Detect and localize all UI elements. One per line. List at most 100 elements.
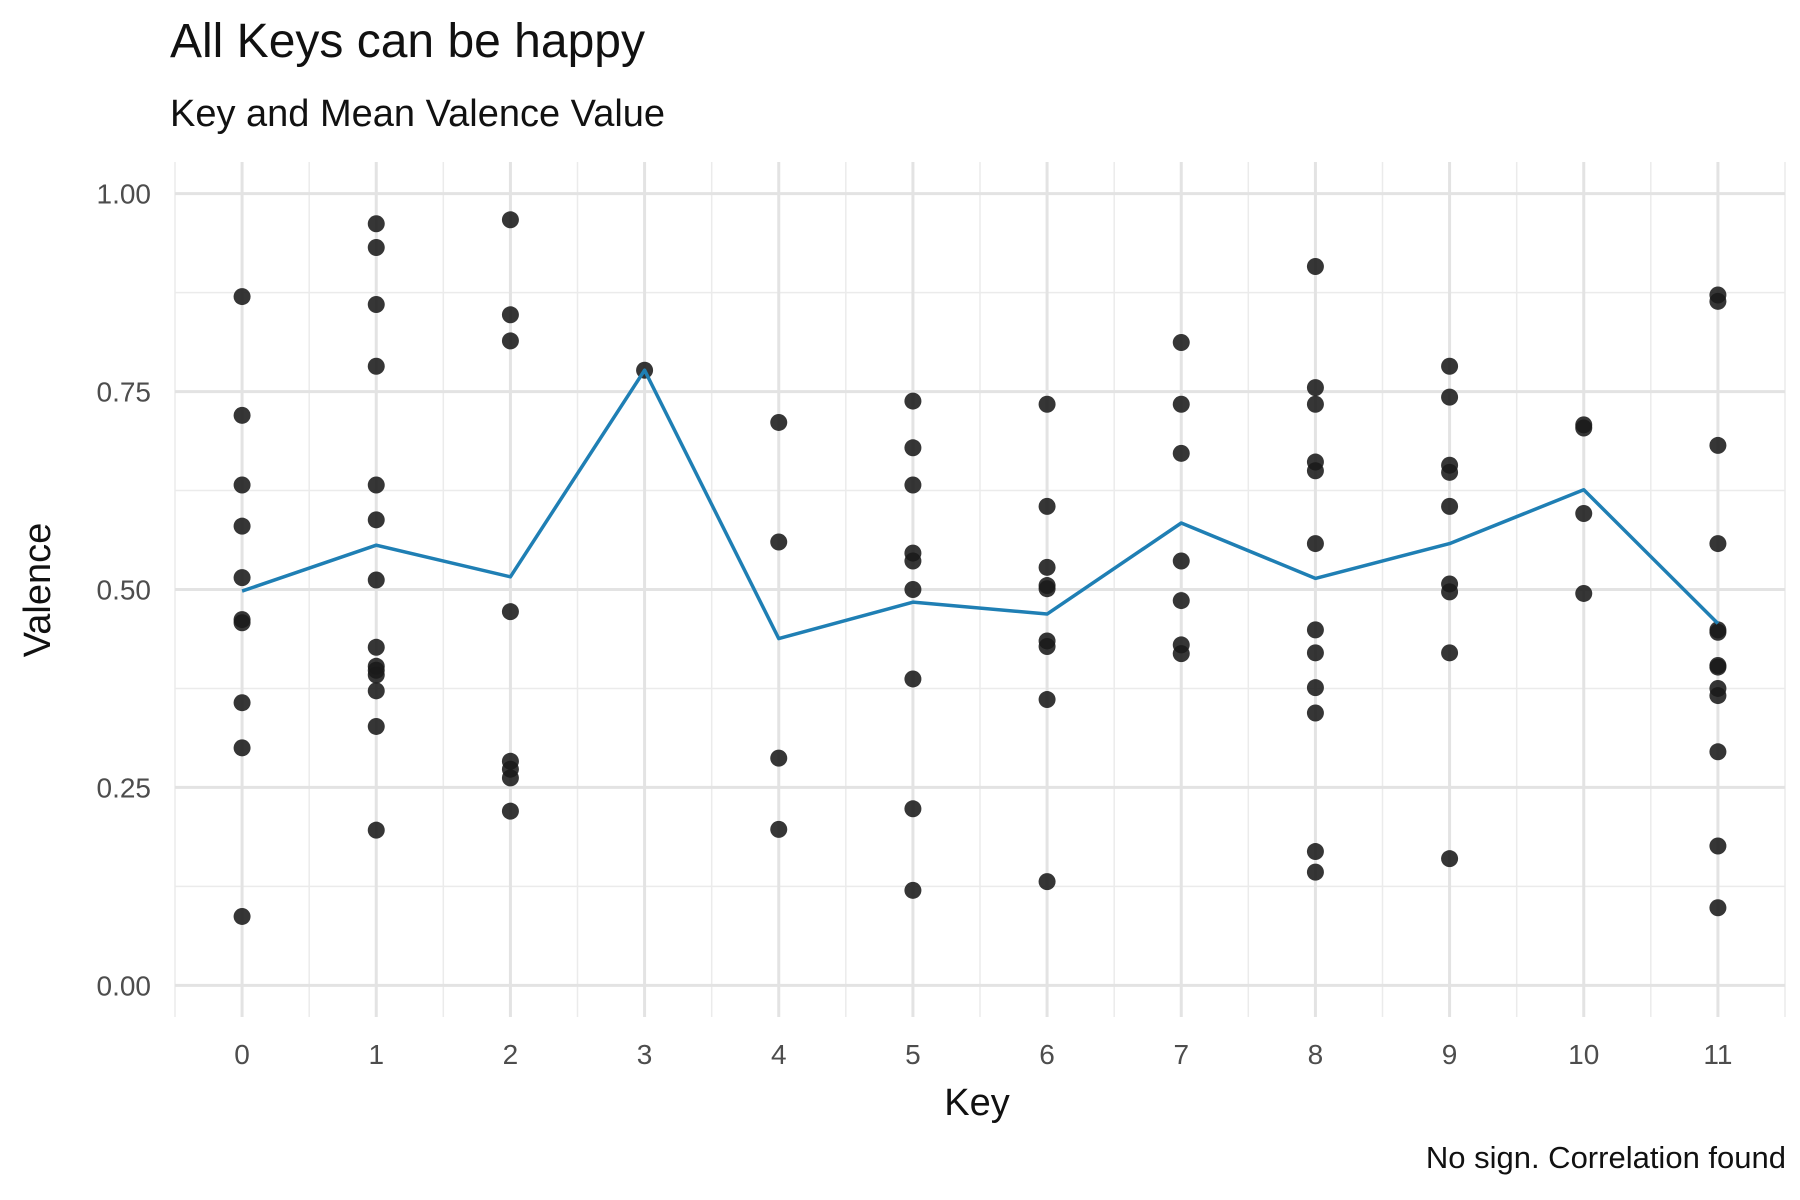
data-point [770, 820, 788, 838]
data-point [1709, 658, 1727, 676]
data-point [1709, 899, 1727, 917]
x-tick-label: 1 [368, 1039, 384, 1070]
data-point [1038, 580, 1056, 598]
x-tick-label: 4 [771, 1039, 787, 1070]
data-point [1038, 691, 1056, 709]
data-point [1441, 463, 1459, 481]
data-point [1038, 558, 1056, 576]
data-point [1709, 535, 1727, 553]
data-points [233, 211, 1727, 925]
data-point [233, 517, 251, 535]
data-point [501, 306, 519, 324]
data-point [1575, 419, 1593, 437]
x-tick-label: 7 [1173, 1039, 1189, 1070]
data-point [904, 800, 922, 818]
data-point [1306, 379, 1324, 397]
data-point [233, 614, 251, 632]
data-point [367, 511, 385, 529]
data-point [1709, 436, 1727, 454]
data-point [1575, 505, 1593, 522]
mean-valence-line [241, 368, 1720, 641]
data-point [233, 476, 251, 494]
x-tick-label: 6 [1039, 1039, 1055, 1070]
data-point [1306, 704, 1324, 722]
x-tick-label: 10 [1568, 1039, 1599, 1070]
data-point [1306, 621, 1324, 639]
y-tick-label: 0.25 [97, 772, 152, 803]
data-point [904, 670, 922, 688]
data-point [1441, 583, 1459, 601]
data-point [501, 802, 519, 820]
x-tick-label: 2 [503, 1039, 519, 1070]
data-point [367, 638, 385, 656]
data-point [1709, 687, 1727, 705]
data-point [904, 881, 922, 899]
data-point [1172, 552, 1190, 570]
data-point [367, 571, 385, 589]
data-point [233, 694, 251, 712]
x-tick-label: 5 [905, 1039, 921, 1070]
chart-subtitle: Key and Mean Valence Value [170, 93, 666, 135]
chart-title: All Keys can be happy [170, 15, 645, 68]
data-point [1306, 644, 1324, 662]
data-point [1441, 497, 1459, 515]
data-point [1306, 535, 1324, 553]
data-point [1441, 644, 1459, 662]
data-point [1441, 388, 1459, 406]
data-point [770, 749, 788, 767]
data-point [367, 239, 385, 256]
data-point [770, 413, 788, 431]
data-point [1306, 863, 1324, 881]
data-point [1172, 592, 1190, 610]
mean-line-layer [241, 368, 1720, 641]
y-tick-label: 0.50 [97, 575, 152, 606]
x-tick-label: 8 [1308, 1039, 1324, 1070]
data-point [501, 603, 519, 621]
x-axis-title: Key [944, 1082, 1009, 1124]
data-point [1441, 357, 1459, 375]
data-point [367, 682, 385, 700]
data-point [367, 666, 385, 684]
data-point [904, 476, 922, 494]
x-tick-label: 3 [637, 1039, 653, 1070]
data-point [1709, 743, 1727, 761]
x-tick-label: 0 [234, 1039, 250, 1070]
data-point [1306, 843, 1324, 861]
y-tick-label: 1.00 [97, 179, 152, 210]
data-point [233, 288, 251, 306]
data-point [367, 296, 385, 313]
data-point [367, 821, 385, 839]
data-point [1709, 292, 1727, 310]
data-point [1306, 258, 1324, 275]
data-point [501, 211, 519, 229]
data-point [233, 739, 251, 757]
data-point [367, 476, 385, 494]
data-point [1172, 334, 1190, 351]
grid-lines [174, 162, 1786, 1017]
data-point [233, 907, 251, 925]
y-tick-label: 0.00 [97, 970, 152, 1001]
y-axis-ticks: 0.00 0.25 0.50 0.75 1.00 [97, 179, 152, 1002]
data-point [904, 552, 922, 570]
x-tick-label: 9 [1442, 1039, 1458, 1070]
data-point [1709, 837, 1727, 855]
data-point [233, 406, 251, 424]
data-point [1306, 679, 1324, 697]
data-point [1575, 584, 1593, 602]
data-point [1306, 462, 1324, 480]
data-point [501, 332, 519, 350]
data-point [1172, 395, 1190, 413]
data-point [1038, 873, 1056, 891]
data-point [1172, 645, 1190, 663]
data-point [367, 357, 385, 375]
data-point [367, 717, 385, 735]
x-axis-ticks: 0 1 2 3 4 5 6 7 8 9 10 11 [234, 1039, 1732, 1070]
y-axis-title: Valence [17, 523, 59, 658]
chart-caption: No sign. Correlation found [1425, 1140, 1786, 1175]
data-point [1038, 497, 1056, 515]
data-point [1306, 395, 1324, 413]
data-point [770, 533, 788, 551]
data-point [904, 439, 922, 457]
data-point [233, 569, 251, 587]
